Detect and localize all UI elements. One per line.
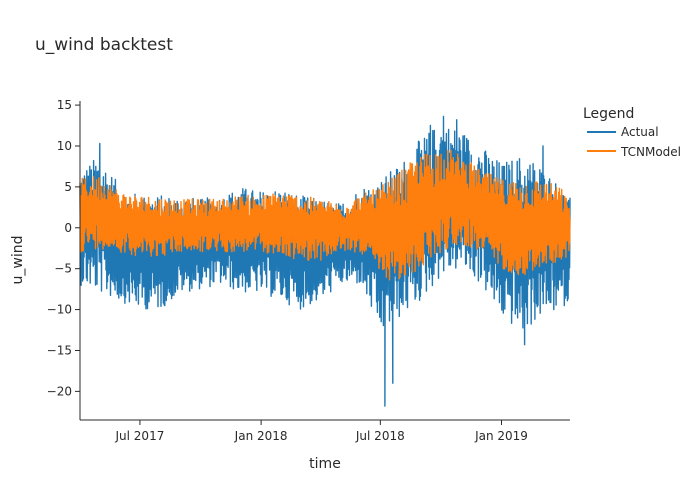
- y-tick-label: −10: [47, 303, 72, 317]
- x-tick-label: Jan 2018: [234, 429, 288, 443]
- y-tick-label: 15: [57, 98, 72, 112]
- chart-title: u_wind backtest: [35, 35, 173, 55]
- legend-item-tcnmodel[interactable]: TCNModel: [587, 145, 681, 159]
- series-line-actual: [79, 115, 571, 407]
- y-tick-label: −15: [47, 343, 72, 357]
- x-tick-label: Jan 2019: [474, 429, 528, 443]
- x-axis-ticks: Jul 2017 Jan 2018 Jul 2018 Jan 2019: [115, 420, 528, 443]
- legend-item-actual[interactable]: Actual: [587, 125, 659, 139]
- x-axis-title: time: [309, 456, 341, 472]
- y-tick-label: 5: [64, 180, 72, 194]
- y-tick-label: −20: [47, 384, 72, 398]
- legend-label-actual: Actual: [621, 125, 659, 139]
- y-tick-label: 0: [64, 221, 72, 235]
- legend-label-tcnmodel: TCNModel: [620, 145, 681, 159]
- y-tick-label: 10: [57, 139, 72, 153]
- y-axis-ticks: 15 10 5 0 −5 −10 −15 −20: [47, 98, 80, 398]
- x-tick-label: Jul 2018: [355, 429, 405, 443]
- plot-area: [79, 115, 571, 407]
- y-axis-title: u_wind: [10, 236, 26, 285]
- legend: Legend Actual TCNModel: [583, 106, 681, 159]
- legend-title: Legend: [583, 106, 634, 122]
- y-tick-label: −5: [54, 262, 72, 276]
- series-line-tcnmodel: [79, 149, 571, 281]
- x-tick-label: Jul 2017: [115, 429, 165, 443]
